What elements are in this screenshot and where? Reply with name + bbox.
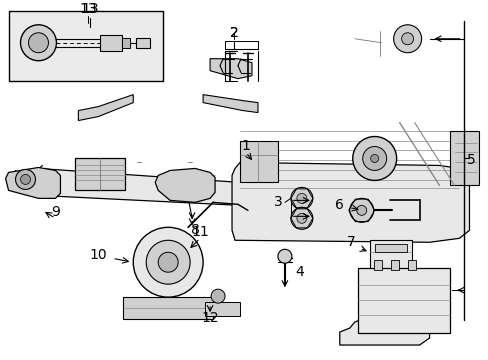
Bar [8, 11, 163, 81]
Text: 11: 11 [191, 225, 208, 239]
Text: 9: 9 [51, 205, 60, 219]
Polygon shape [39, 168, 240, 205]
Bar [122, 38, 130, 48]
Text: 4: 4 [295, 265, 304, 279]
Polygon shape [231, 162, 468, 242]
Text: 13: 13 [80, 2, 97, 16]
Circle shape [401, 33, 413, 45]
Polygon shape [210, 59, 251, 78]
Polygon shape [203, 95, 258, 113]
Text: 13: 13 [81, 2, 99, 16]
Bar [75, 158, 125, 190]
Circle shape [146, 240, 190, 284]
Bar [357, 268, 448, 333]
Circle shape [290, 207, 312, 229]
Circle shape [356, 205, 366, 215]
Circle shape [362, 147, 386, 170]
Bar [100, 35, 122, 51]
Text: 3: 3 [273, 195, 282, 210]
Circle shape [211, 289, 224, 303]
Circle shape [20, 25, 56, 61]
Bar [390, 260, 398, 270]
Polygon shape [155, 168, 215, 202]
Polygon shape [78, 95, 133, 121]
Bar [369, 240, 411, 270]
Text: 2: 2 [229, 26, 238, 40]
Circle shape [296, 213, 306, 223]
Bar [373, 260, 381, 270]
Text: 12: 12 [201, 311, 219, 325]
Bar [448, 131, 478, 185]
Bar [123, 297, 213, 319]
Circle shape [28, 33, 48, 53]
Circle shape [352, 136, 396, 180]
Circle shape [370, 154, 378, 162]
Circle shape [158, 252, 178, 272]
Circle shape [349, 198, 373, 222]
Text: 10: 10 [89, 248, 107, 262]
Text: 1: 1 [241, 139, 250, 153]
Circle shape [133, 227, 203, 297]
Bar [204, 302, 240, 316]
Bar [374, 244, 406, 252]
Text: 2: 2 [229, 26, 238, 40]
Circle shape [16, 170, 36, 189]
Polygon shape [5, 167, 61, 198]
Text: 8: 8 [190, 223, 199, 237]
Polygon shape [339, 295, 428, 345]
Bar [407, 260, 415, 270]
Circle shape [393, 25, 421, 53]
Bar [240, 140, 277, 183]
Circle shape [296, 193, 306, 203]
Circle shape [277, 249, 291, 263]
Circle shape [290, 188, 312, 210]
Text: 7: 7 [346, 235, 355, 249]
Text: 6: 6 [335, 198, 344, 212]
Text: 5: 5 [466, 153, 475, 167]
Circle shape [20, 175, 30, 184]
Bar [136, 38, 150, 48]
